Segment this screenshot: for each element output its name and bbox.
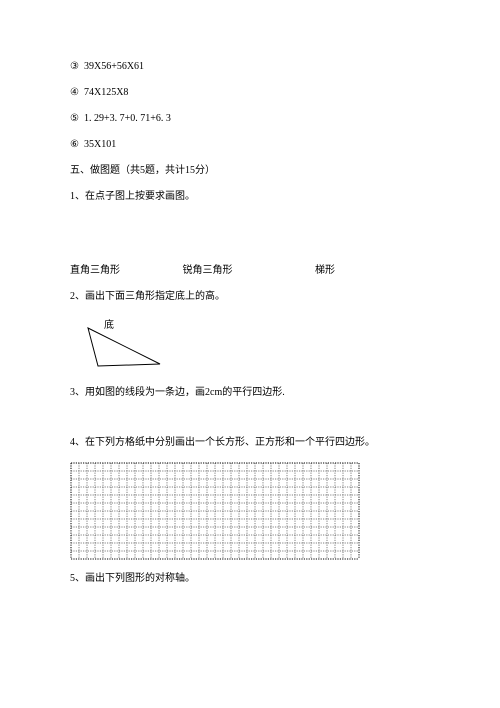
- svg-text:底: 底: [104, 318, 114, 331]
- marker-5: ⑤: [70, 113, 79, 124]
- label-acute-triangle: 锐角三角形: [183, 264, 313, 278]
- expr-6: 35X101: [84, 139, 116, 150]
- section-5-title: 五、做图题（共5题，共计15分）: [70, 164, 430, 178]
- triangle-svg: 底: [80, 316, 170, 372]
- grid-figure: [70, 462, 430, 560]
- triangle-figure: 底: [80, 316, 430, 372]
- question-4: 4、在下列方格纸中分别画出一个长方形、正方形和一个平行四边形。: [70, 436, 430, 450]
- worksheet-page: ③ 39X56+56X61 ④ 74X125X8 ⑤ 1. 29+3. 7+0.…: [0, 0, 500, 618]
- expr-4: 74X125X8: [84, 87, 128, 98]
- expr-3: 39X56+56X61: [84, 61, 144, 72]
- expr-5: 1. 29+3. 7+0. 71+6. 3: [84, 113, 171, 124]
- marker-6: ⑥: [70, 139, 79, 150]
- question-1: 1、在点子图上按要求画图。: [70, 190, 430, 204]
- calc-item-6: ⑥ 35X101: [70, 138, 430, 152]
- question-5: 5、画出下列图形的对称轴。: [70, 572, 430, 586]
- q3-blank-area: [70, 412, 430, 436]
- calc-item-3: ③ 39X56+56X61: [70, 60, 430, 74]
- grid-svg: [70, 462, 360, 560]
- marker-4: ④: [70, 87, 79, 98]
- calc-item-5: ⑤ 1. 29+3. 7+0. 71+6. 3: [70, 112, 430, 126]
- question-3: 3、用如图的线段为一条边，画2cm的平行四边形.: [70, 386, 430, 400]
- label-trapezoid: 梯形: [315, 264, 375, 278]
- label-right-triangle: 直角三角形: [70, 264, 180, 278]
- shape-labels-row: 直角三角形 锐角三角形 梯形: [70, 264, 430, 278]
- marker-3: ③: [70, 61, 79, 72]
- calc-item-4: ④ 74X125X8: [70, 86, 430, 100]
- question-2: 2、画出下面三角形指定底上的高。: [70, 290, 430, 304]
